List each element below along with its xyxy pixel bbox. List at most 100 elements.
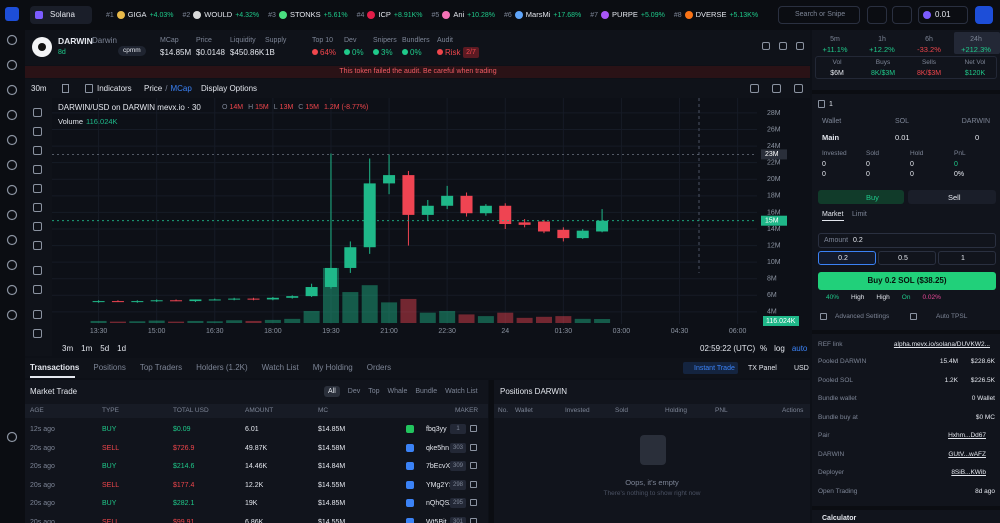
ticker-item[interactable]: #6 MarsMi +17.68% [504,11,581,19]
trade-maker[interactable]: qke5hn [426,444,449,452]
drawing-tool[interactable] [33,108,42,117]
trade-maker[interactable]: fbq3yy [426,426,447,433]
nav-icon[interactable] [6,134,18,146]
filter[interactable]: Bundle [415,388,438,395]
row-action[interactable] [470,425,477,432]
price-toggle[interactable]: Price [144,84,163,93]
nav-icon[interactable] [6,431,18,443]
range-button[interactable]: 1d [117,344,127,353]
row-action[interactable] [470,517,477,523]
row-action[interactable] [470,462,477,469]
row-action[interactable] [470,480,477,488]
chart-tool[interactable] [750,84,759,93]
info-value[interactable]: GUtV...wAFZ [948,450,986,458]
tab[interactable]: Transactions [30,363,80,372]
drawing-tool[interactable] [33,203,42,212]
tab[interactable]: Top Traders [139,363,183,372]
tab[interactable]: My Holding [312,363,353,372]
drawing-tool[interactable] [33,165,42,174]
preset-button[interactable] [818,251,876,265]
ticker-item[interactable]: #1 GIGA +4.03% [106,11,174,19]
timeframe-label[interactable]: 5m [830,36,840,43]
display-options[interactable]: Display Options [201,84,258,93]
scale-option[interactable]: auto [791,344,808,353]
trade-maker[interactable]: YMg2YS [426,481,454,489]
header-action[interactable] [779,42,787,50]
currency[interactable]: USD [794,365,809,372]
header-action[interactable] [796,42,804,50]
buy-tab[interactable] [818,190,904,204]
nav-icon[interactable] [6,159,18,171]
trade-maker[interactable]: Wt5Bit [426,518,447,523]
nav-icon[interactable] [6,59,18,71]
filter[interactable]: Top [368,388,380,395]
filter[interactable]: Whale [387,388,408,395]
ticker-item[interactable]: #8 DVERSE +5.13K% [674,11,758,19]
range-button[interactable]: 5d [100,344,110,353]
notifications-button[interactable] [892,6,912,24]
nav-icon[interactable] [6,234,18,246]
header-action[interactable] [762,42,770,50]
info-value[interactable]: 8SiB...KWib [951,469,986,476]
preset-button[interactable] [938,251,996,265]
info-value[interactable]: Hxhm...Dd67 [948,432,986,439]
order-mode[interactable]: Market [822,211,844,218]
timeframe-label[interactable]: 6h [925,36,933,43]
ref-link[interactable]: alpha.mevx.io/solana/DUVKW2... [893,341,990,348]
tab[interactable]: Orders [366,363,392,372]
tx-panel[interactable]: TX Panel [748,365,777,372]
instant-trade-pill[interactable] [683,362,738,374]
range-button[interactable]: 3m [62,344,74,353]
tab[interactable]: Watch List [261,363,299,372]
advanced-checkbox[interactable] [820,313,827,320]
filter[interactable]: Dev [347,388,361,395]
trade-maker[interactable]: 7bEcvX [426,463,451,470]
indicators-button[interactable]: Indicators [97,84,132,93]
drawing-tool[interactable] [33,146,42,155]
chart-tool[interactable] [772,84,781,93]
row-action[interactable] [470,499,477,506]
drawing-tool[interactable] [33,184,42,193]
ticker-item[interactable]: #4 ICP +8.91K% [357,11,423,19]
amount-box[interactable] [818,233,996,248]
filter[interactable]: All [324,386,340,397]
drawing-tool[interactable] [33,310,42,319]
ticker-item[interactable]: #7 PURPE +5.09% [590,11,665,19]
chart-tool[interactable] [794,84,803,93]
preset-button[interactable] [878,251,936,265]
range-button[interactable]: 1m [81,344,93,353]
tab[interactable]: Positions [93,363,126,372]
favorites-button[interactable] [867,6,887,24]
search-box[interactable] [778,6,860,24]
ticker-item[interactable]: #2 WOULD +4.32% [183,11,259,19]
candle-type-icon[interactable] [62,84,69,93]
account-button[interactable] [975,6,993,24]
nav-icon[interactable] [6,84,18,96]
order-mode[interactable]: Limit [852,211,867,218]
mcap-toggle[interactable]: MCap [170,84,192,93]
nav-icon[interactable] [6,309,18,321]
interval[interactable]: 30m [31,84,47,93]
timeframe-label[interactable]: 1h [878,36,886,43]
drawing-tool[interactable] [33,241,42,250]
drawing-tool[interactable] [33,266,42,275]
drawing-tool[interactable] [33,329,42,338]
ticker-item[interactable]: #3 STONKS +5.61% [268,11,348,19]
tab[interactable]: Holders (1.2K) [196,363,248,372]
timeframe-label[interactable]: 24h [970,36,982,43]
wallet-count[interactable]: 1 [829,101,833,108]
drawing-tool[interactable] [33,127,42,136]
nav-icon[interactable] [6,109,18,121]
nav-icon[interactable] [6,184,18,196]
scale-option[interactable]: log [774,344,785,353]
sell-tab[interactable] [908,190,996,204]
trade-maker[interactable]: nQhQSZ [426,500,454,507]
auto-tpsl-checkbox[interactable] [910,313,917,320]
ticker-item[interactable]: #5 Ani +10.28% [432,11,495,19]
nav-icon[interactable] [6,209,18,221]
nav-icon[interactable] [6,34,18,46]
nav-icon[interactable] [6,284,18,296]
nav-icon[interactable] [6,259,18,271]
drawing-tool[interactable] [33,285,42,294]
drawing-tool[interactable] [33,222,42,231]
